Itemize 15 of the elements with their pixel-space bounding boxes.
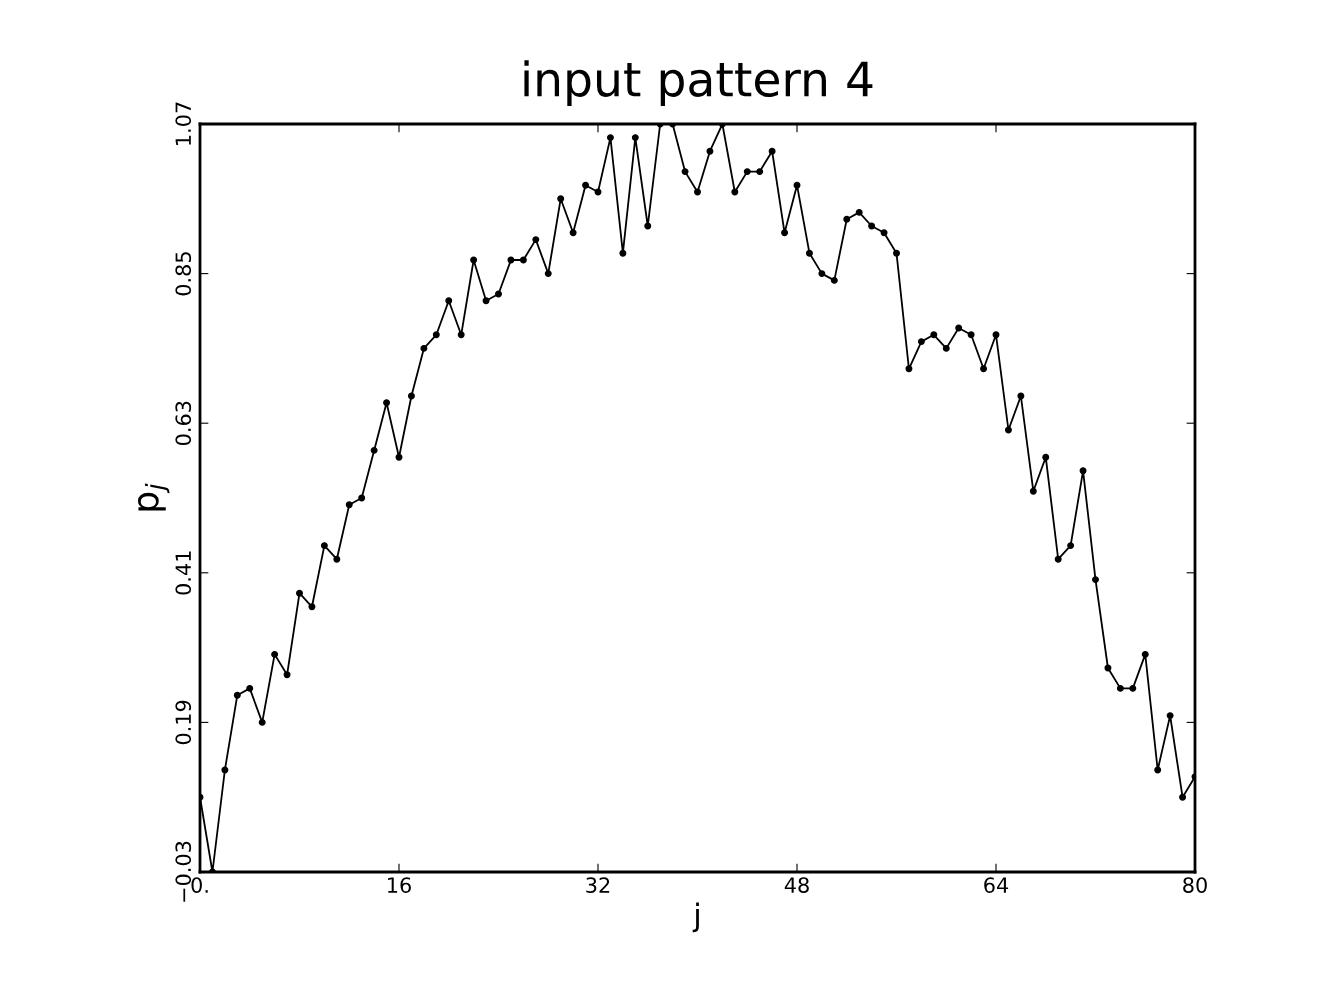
y-tick-label: −0.03 [175, 841, 192, 902]
x-tick-label: 32 [586, 877, 610, 893]
x-tick-label: 48 [784, 877, 809, 893]
x-tick-label: 80 [1183, 877, 1207, 893]
x-axis-title: j [692, 902, 699, 933]
x-tick-label: 16 [388, 877, 411, 893]
x-tick-label: 0. [191, 877, 208, 893]
y-tick-label: 0.41 [175, 551, 192, 595]
y-axis-title: p$_{j}$ [138, 483, 170, 511]
y-tick-label: 0.63 [175, 401, 192, 446]
x-tick-label: 64 [984, 877, 1009, 893]
chart-title: input pattern 4 [524, 60, 873, 107]
y-tick-label: 1.07 [175, 102, 192, 145]
y-tick-label: 0.19 [175, 700, 192, 745]
y-tick-label: 0.85 [175, 252, 192, 296]
